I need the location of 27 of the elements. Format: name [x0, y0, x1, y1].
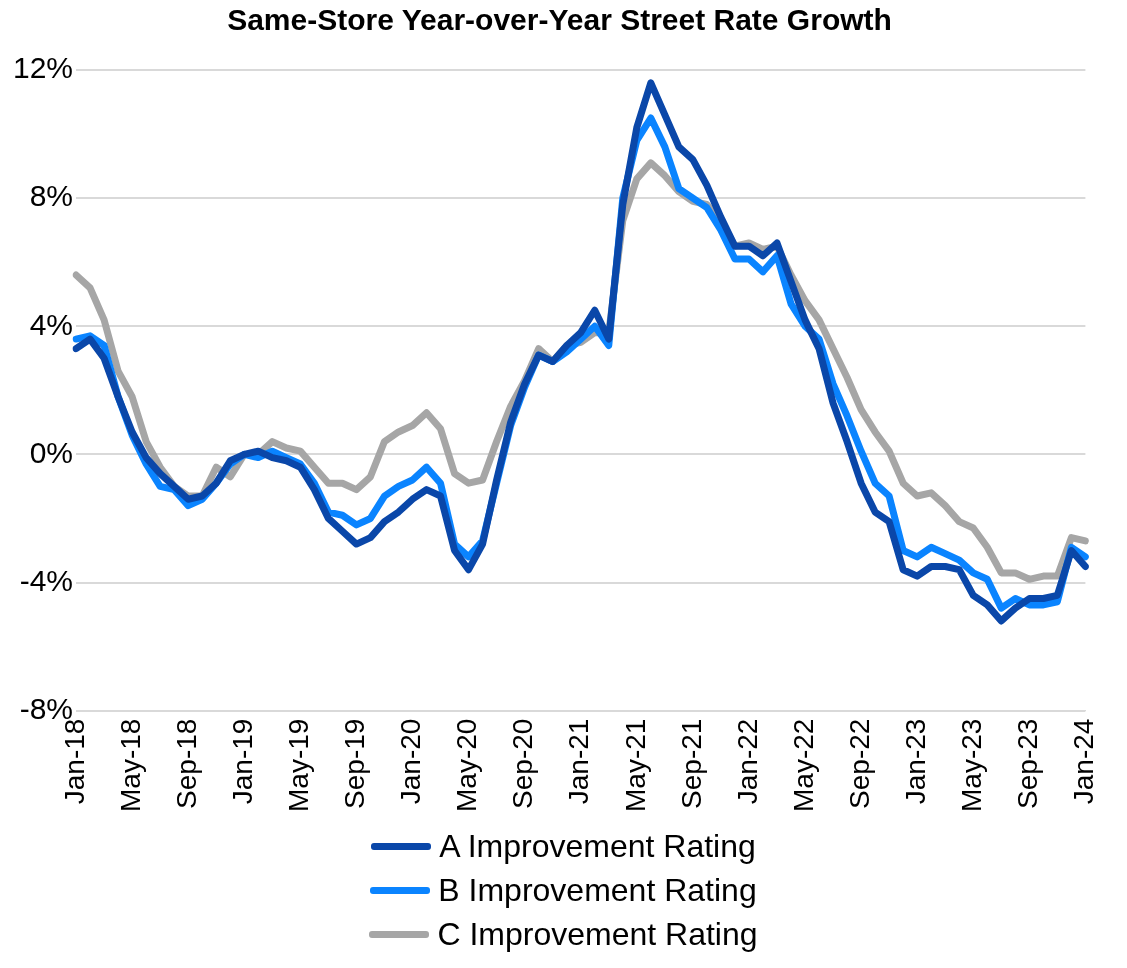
- x-tick-label: Jan-23: [899, 718, 931, 805]
- x-tick-label: May-23: [955, 718, 987, 813]
- x-tick-label: Jan-20: [395, 718, 427, 805]
- x-tick-label: May-22: [787, 718, 819, 813]
- legend-label: A Improvement Rating: [439, 827, 756, 866]
- x-tick-label: Sep-20: [507, 718, 539, 809]
- x-tick-label: Jan-21: [563, 718, 595, 805]
- y-tick-label: -4%: [19, 563, 74, 597]
- x-tick-label: Sep-23: [1012, 718, 1044, 809]
- x-tick-label: Jan-24: [1068, 718, 1100, 805]
- legend-label: C Improvement Rating: [437, 915, 758, 954]
- x-tick-label: Jan-22: [731, 718, 763, 805]
- x-tick-label: May-19: [283, 718, 315, 813]
- x-tick-label: Sep-21: [675, 718, 707, 809]
- chart-title: Same-Store Year-over-Year Street Rate Growth: [227, 3, 892, 37]
- y-tick-label: 8%: [29, 179, 74, 213]
- y-tick-label: 0%: [29, 435, 74, 469]
- x-tick-label: May-20: [451, 718, 483, 813]
- y-tick-label: 12%: [13, 51, 74, 85]
- legend-label: B Improvement Rating: [438, 871, 757, 910]
- x-tick-label: Sep-22: [843, 718, 875, 809]
- x-tick-label: Jan-19: [226, 718, 258, 805]
- x-tick-label: Sep-18: [170, 718, 202, 809]
- x-tick-label: May-18: [114, 718, 146, 813]
- x-tick-label: May-21: [619, 718, 651, 813]
- y-tick-label: 4%: [29, 307, 74, 341]
- x-tick-label: Sep-19: [339, 718, 371, 809]
